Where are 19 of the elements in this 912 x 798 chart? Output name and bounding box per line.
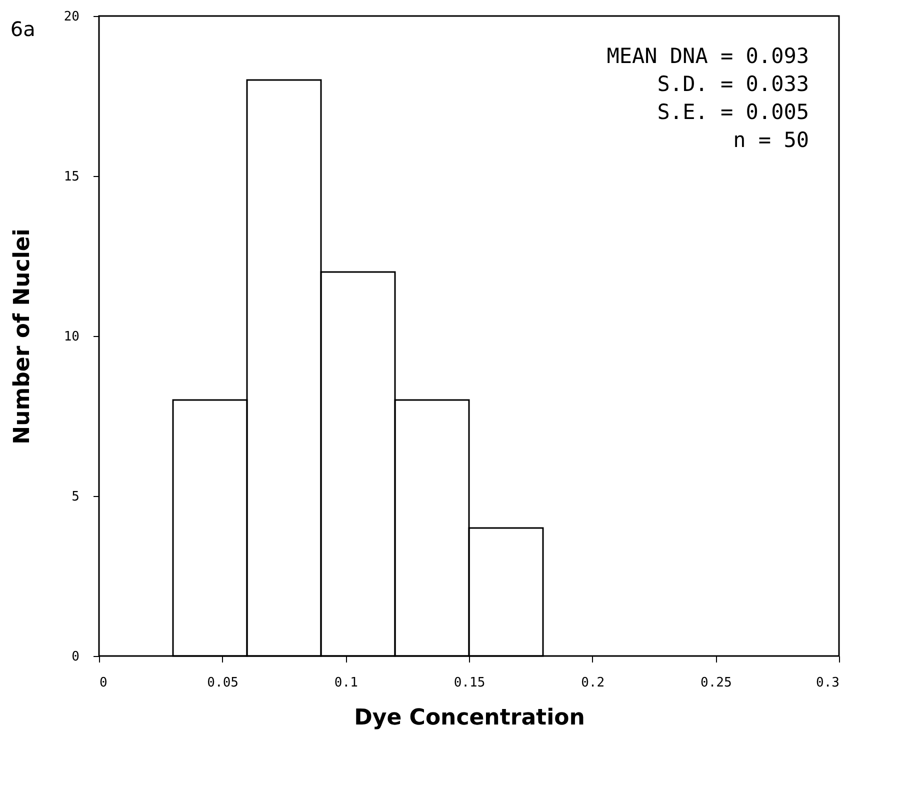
chart-title: 6a (10, 17, 36, 41)
y-tick-label: 0 (72, 650, 80, 664)
x-tick-label: 0.1 (334, 676, 358, 690)
annotation: MEAN DNA = 0.093 (606, 44, 809, 68)
x-tick-label: 0 (100, 676, 108, 690)
x-axis-title: Dye Concentration (354, 706, 585, 730)
y-axis-title: Number of Nuclei (10, 228, 35, 444)
x-tick-label: 0.15 (454, 676, 486, 690)
y-tick-label: 5 (72, 490, 80, 504)
annotation: n = 50 (733, 128, 809, 152)
x-tick-label: 0.2 (581, 676, 605, 690)
x-tick-label: 0.3 (816, 676, 840, 690)
annotation: S.E. = 0.005 (657, 100, 809, 124)
x-tick-label: 0.25 (700, 676, 732, 690)
y-tick-label: 15 (64, 170, 80, 184)
y-tick-label: 10 (64, 330, 80, 344)
y-tick-label: 20 (64, 10, 80, 24)
annotation: S.D. = 0.033 (657, 72, 809, 96)
x-tick-label: 0.05 (207, 676, 238, 690)
